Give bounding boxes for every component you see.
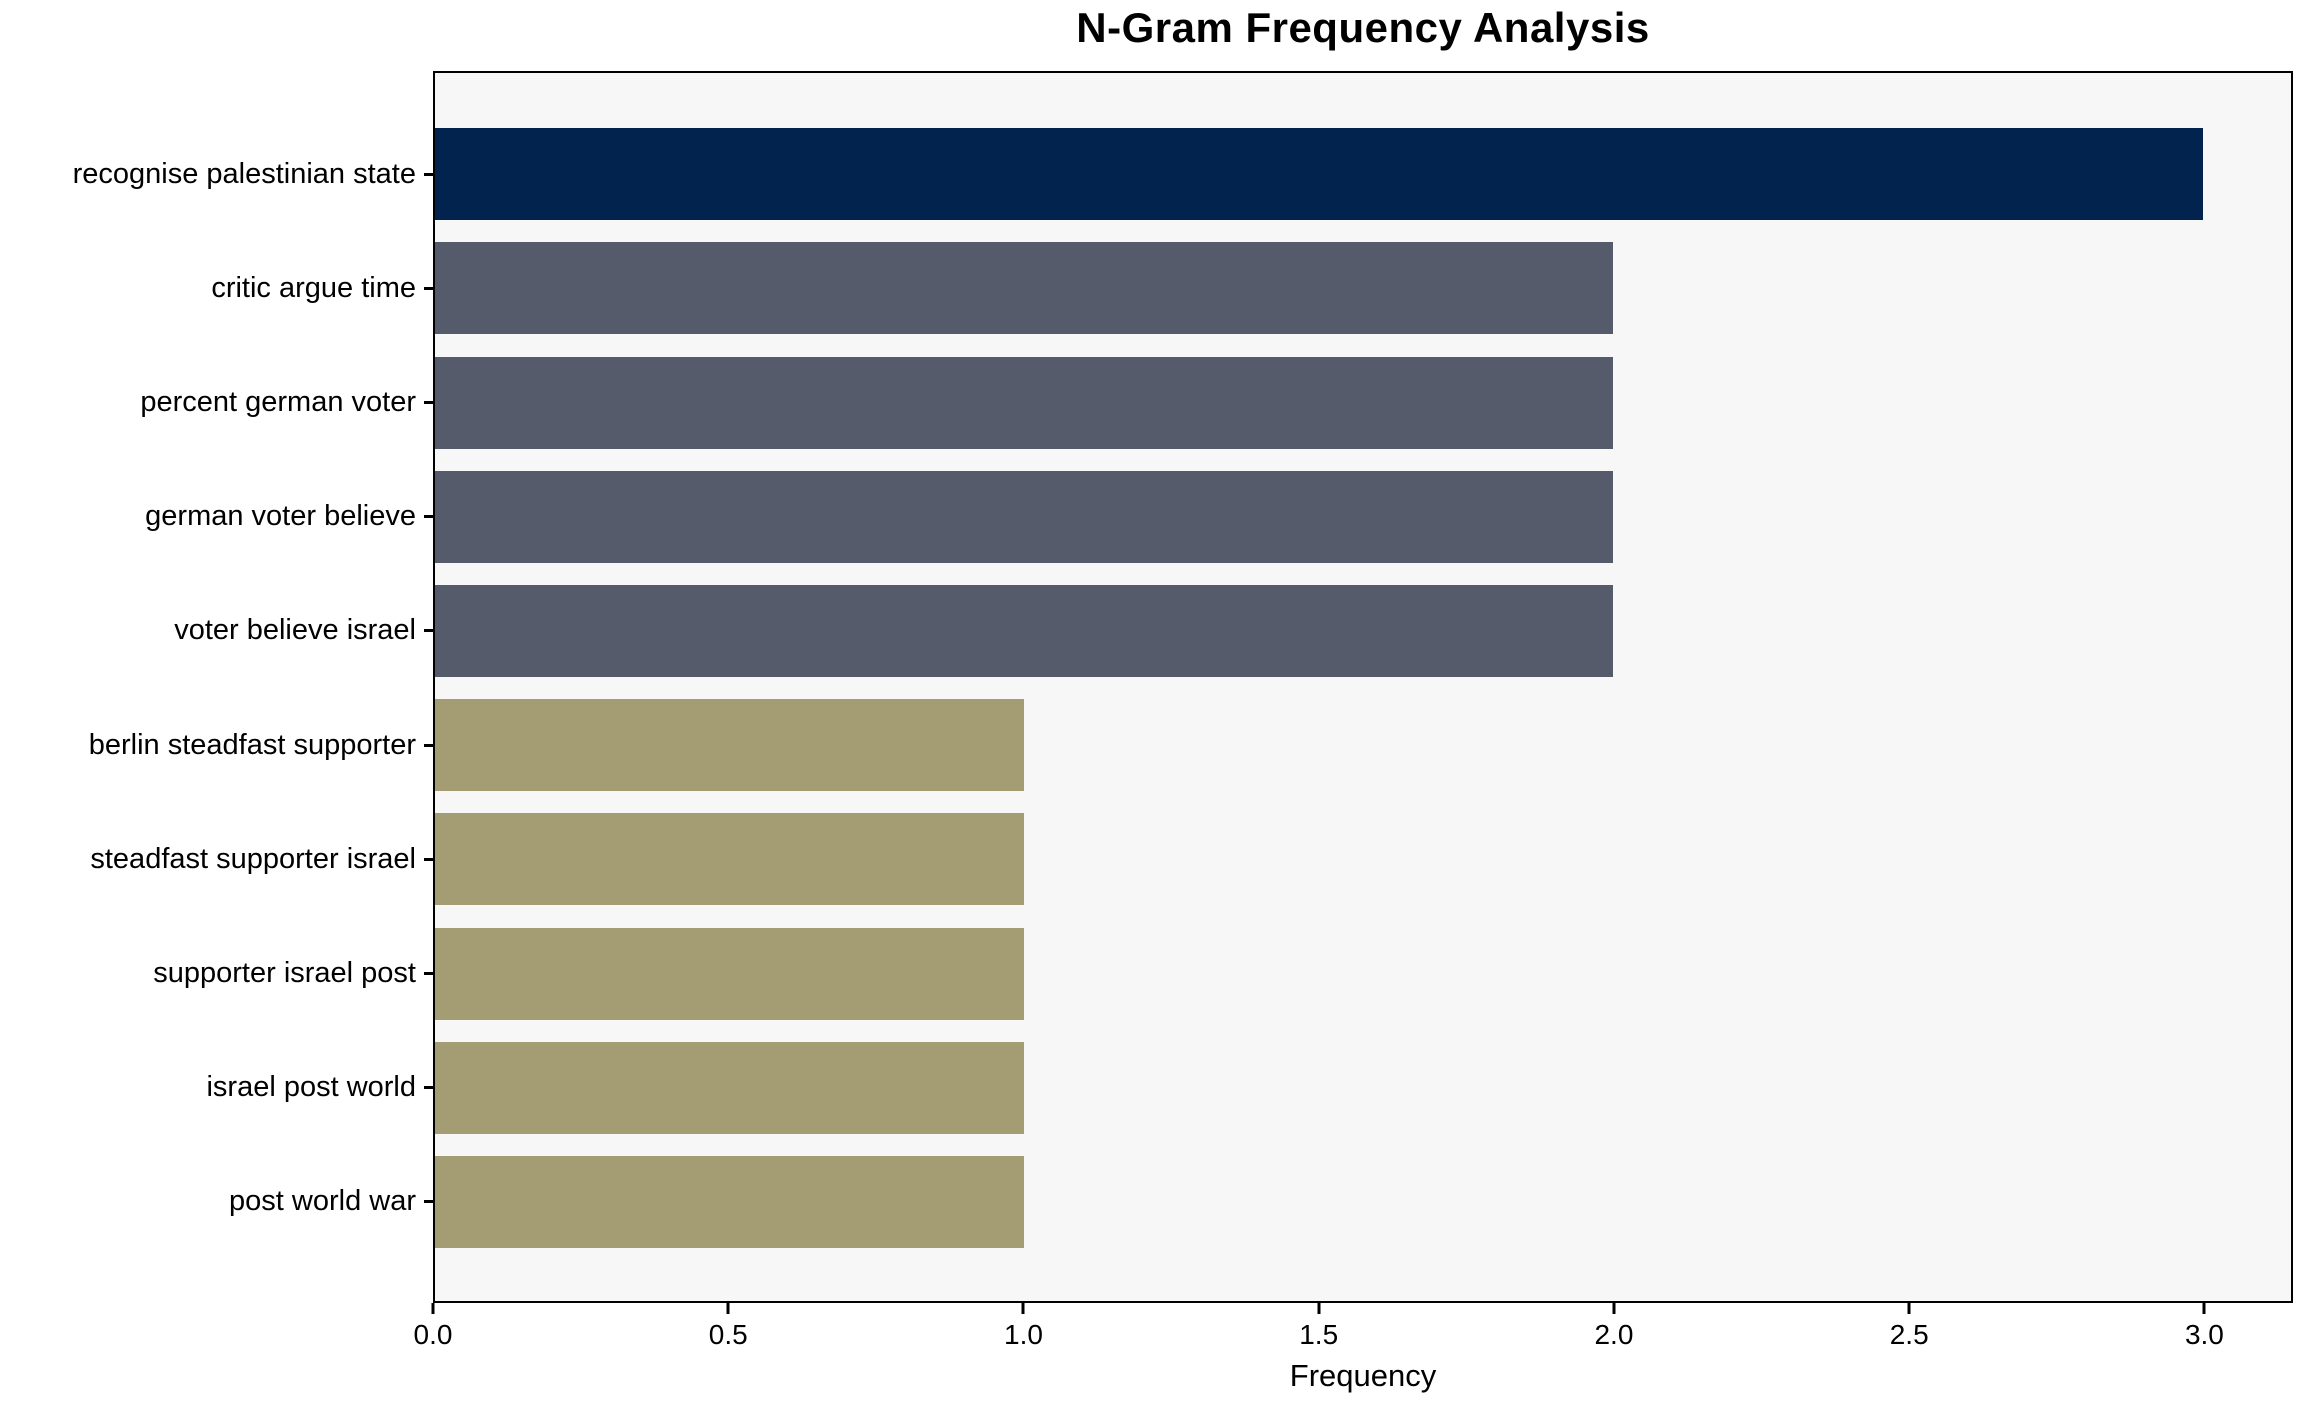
x-tick-label: 2.0 — [1594, 1319, 1634, 1350]
bar-row — [435, 460, 2291, 574]
bar-supporter-israel-post — [435, 927, 1025, 1020]
x-tick-mark — [1907, 1303, 1911, 1314]
plot-area — [433, 71, 2293, 1303]
y-tick-label: supporter israel post — [153, 956, 416, 989]
bar-post-world-war — [435, 1155, 1025, 1248]
y-axis-category: supporter israel post — [0, 916, 433, 1030]
bar-row — [435, 1031, 2291, 1145]
y-tick-mark — [424, 286, 433, 290]
y-axis-category: percent german voter — [0, 345, 433, 459]
bar-berlin-steadfast-supporter — [435, 699, 1025, 792]
x-tick-label: 0.5 — [708, 1319, 748, 1350]
y-axis-category: israel post world — [0, 1031, 433, 1145]
bar-percent-german-voter — [435, 356, 1614, 449]
y-tick-label: german voter believe — [145, 500, 416, 533]
bar-steadfast-supporter-israel — [435, 813, 1025, 906]
bar-row — [435, 231, 2291, 345]
x-tick-mark — [1612, 1303, 1616, 1314]
bar-row — [435, 574, 2291, 688]
y-tick-mark — [424, 400, 433, 404]
y-axis-category: recognise palestinian state — [0, 117, 433, 231]
chart-title: N-Gram Frequency Analysis — [1076, 4, 1650, 51]
bar-row — [435, 916, 2291, 1030]
bar-german-voter-believe — [435, 470, 1614, 563]
bar-recognise-palestinian-state — [435, 128, 2203, 221]
y-tick-mark — [424, 1086, 433, 1090]
x-tick-label: 0.0 — [413, 1319, 453, 1350]
y-tick-mark — [424, 1200, 433, 1204]
y-axis-category: post world war — [0, 1145, 433, 1259]
bar-voter-believe-israel — [435, 584, 1614, 677]
bar-row — [435, 117, 2291, 231]
y-tick-mark — [424, 515, 433, 519]
y-tick-mark — [424, 857, 433, 861]
x-tick-label: 3.0 — [2184, 1319, 2224, 1350]
y-tick-label: berlin steadfast supporter — [88, 728, 416, 761]
x-axis: 0.0 0.5 1.0 1.5 2.0 2.5 3.0 — [414, 1303, 2293, 1367]
y-tick-label: recognise palestinian state — [72, 157, 416, 190]
bar-row — [435, 1145, 2291, 1259]
bar-critic-argue-time — [435, 242, 1614, 335]
bar-israel-post-world — [435, 1041, 1025, 1134]
y-axis-category: critic argue time — [0, 231, 433, 345]
x-tick-mark — [1021, 1303, 1025, 1314]
y-tick-label: voter believe israel — [174, 614, 416, 647]
x-tick-label: 2.5 — [1889, 1319, 1929, 1350]
x-tick-mark — [1317, 1303, 1321, 1314]
x-tick-mark — [726, 1303, 730, 1314]
bar-row — [435, 688, 2291, 802]
y-tick-label: israel post world — [206, 1071, 416, 1104]
y-tick-label: percent german voter — [140, 385, 416, 418]
x-tick-mark — [2202, 1303, 2206, 1314]
y-tick-label: critic argue time — [211, 271, 416, 304]
y-tick-mark — [424, 743, 433, 747]
y-axis: recognise palestinian state critic argue … — [0, 117, 433, 1259]
y-axis-category: voter believe israel — [0, 574, 433, 688]
bar-row — [435, 345, 2291, 459]
x-tick-label: 1.0 — [1004, 1319, 1043, 1350]
x-axis-label: Frequency — [1289, 1358, 1437, 1393]
y-tick-mark — [424, 172, 433, 176]
y-tick-label: post world war — [229, 1185, 416, 1218]
y-axis-category: german voter believe — [0, 460, 433, 574]
y-tick-mark — [424, 971, 433, 975]
x-tick-mark — [431, 1303, 435, 1314]
y-tick-mark — [424, 629, 433, 633]
y-axis-category: steadfast supporter israel — [0, 802, 433, 916]
bar-row — [435, 802, 2291, 916]
y-axis-category: berlin steadfast supporter — [0, 688, 433, 802]
y-tick-label: steadfast supporter israel — [90, 842, 416, 875]
bars — [435, 73, 2291, 1301]
x-tick-label: 1.5 — [1299, 1319, 1339, 1350]
